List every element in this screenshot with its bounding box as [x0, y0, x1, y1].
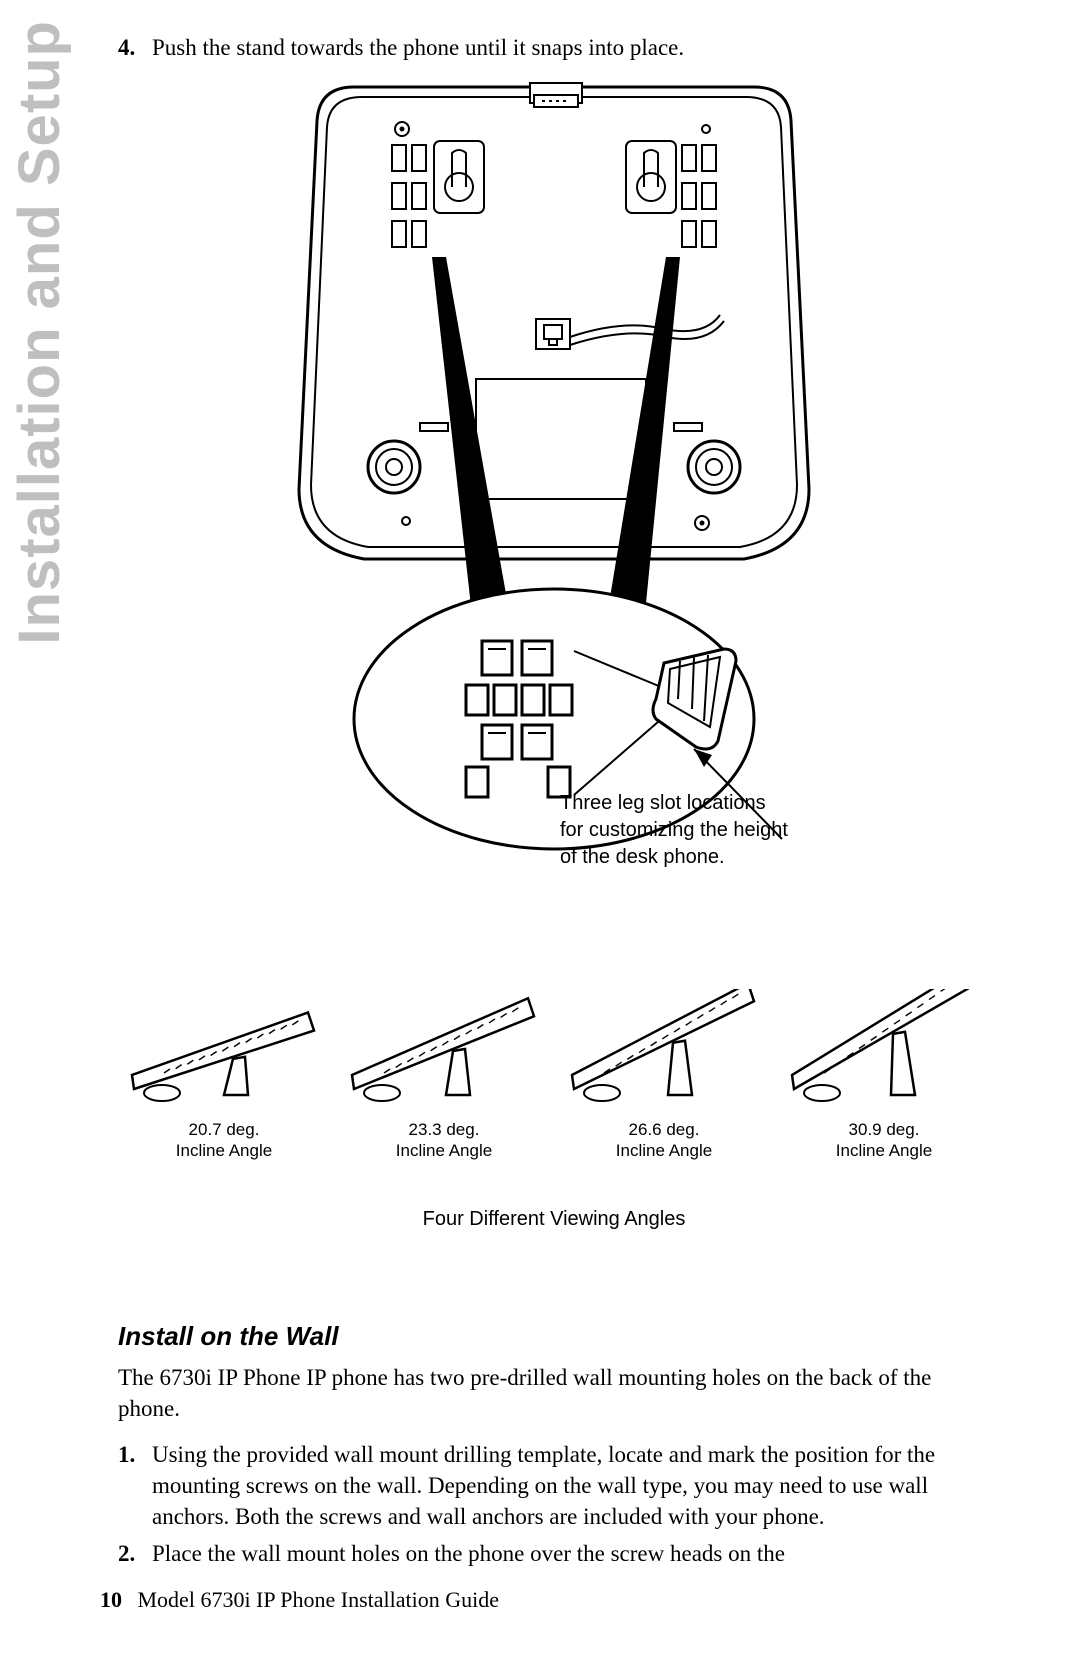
step-4-text: Push the stand towards the phone until i… — [152, 32, 990, 63]
angle-deg-1: 20.7 deg. — [124, 1119, 324, 1140]
wall-intro-paragraph: The 6730i IP Phone IP phone has two pre-… — [118, 1362, 990, 1425]
figure-phone-back — [234, 69, 874, 869]
callout-line-1: Three leg slot locations — [560, 792, 766, 814]
wall-step-1-text: Using the provided wall mount drilling t… — [152, 1439, 990, 1532]
footer-title: Model 6730i IP Phone Installation Guide — [138, 1587, 500, 1612]
wall-step-1: 1. Using the provided wall mount drillin… — [118, 1439, 990, 1532]
angle-svg-4 — [784, 989, 984, 1109]
content-column: 4. Push the stand towards the phone unti… — [118, 32, 990, 1569]
page-footer: 10 Model 6730i IP Phone Installation Gui… — [100, 1587, 499, 1613]
callout-line-2: for customizing the height — [560, 819, 788, 841]
angle-lbl-4: Incline Angle — [784, 1140, 984, 1161]
angle-item-4: 30.9 deg. Incline Angle — [784, 989, 984, 1162]
angle-lbl-3: Incline Angle — [564, 1140, 764, 1161]
wall-step-1-number: 1. — [118, 1439, 144, 1532]
angle-deg-4: 30.9 deg. — [784, 1119, 984, 1140]
wall-step-2: 2. Place the wall mount holes on the pho… — [118, 1538, 990, 1569]
angle-item-3: 26.6 deg. Incline Angle — [564, 989, 764, 1162]
page: Installation and Setup 4. Push the stand… — [0, 0, 1080, 1669]
page-number: 10 — [100, 1587, 122, 1612]
angle-svg-1 — [124, 989, 324, 1109]
angle-lbl-2: Incline Angle — [344, 1140, 544, 1161]
angle-svg-3 — [564, 989, 764, 1109]
angles-row: 20.7 deg. Incline Angle 23.3 deg. Inclin… — [118, 989, 990, 1162]
side-section-title: Installation and Setup — [6, 20, 73, 645]
step-4: 4. Push the stand towards the phone unti… — [118, 32, 990, 63]
wall-step-2-text: Place the wall mount holes on the phone … — [152, 1538, 990, 1569]
section-heading-install-wall: Install on the Wall — [118, 1321, 990, 1352]
figure-callout: Three leg slot locations for customizing… — [560, 790, 890, 871]
angle-deg-3: 26.6 deg. — [564, 1119, 764, 1140]
angle-lbl-1: Incline Angle — [124, 1140, 324, 1161]
callout-line-3: of the desk phone. — [560, 846, 725, 868]
angle-item-1: 20.7 deg. Incline Angle — [124, 989, 324, 1162]
angle-svg-2 — [344, 989, 544, 1109]
angle-deg-2: 23.3 deg. — [344, 1119, 544, 1140]
wall-step-2-number: 2. — [118, 1538, 144, 1569]
angles-caption: Four Different Viewing Angles — [118, 1208, 990, 1231]
step-4-number: 4. — [118, 32, 144, 63]
angle-item-2: 23.3 deg. Incline Angle — [344, 989, 544, 1162]
